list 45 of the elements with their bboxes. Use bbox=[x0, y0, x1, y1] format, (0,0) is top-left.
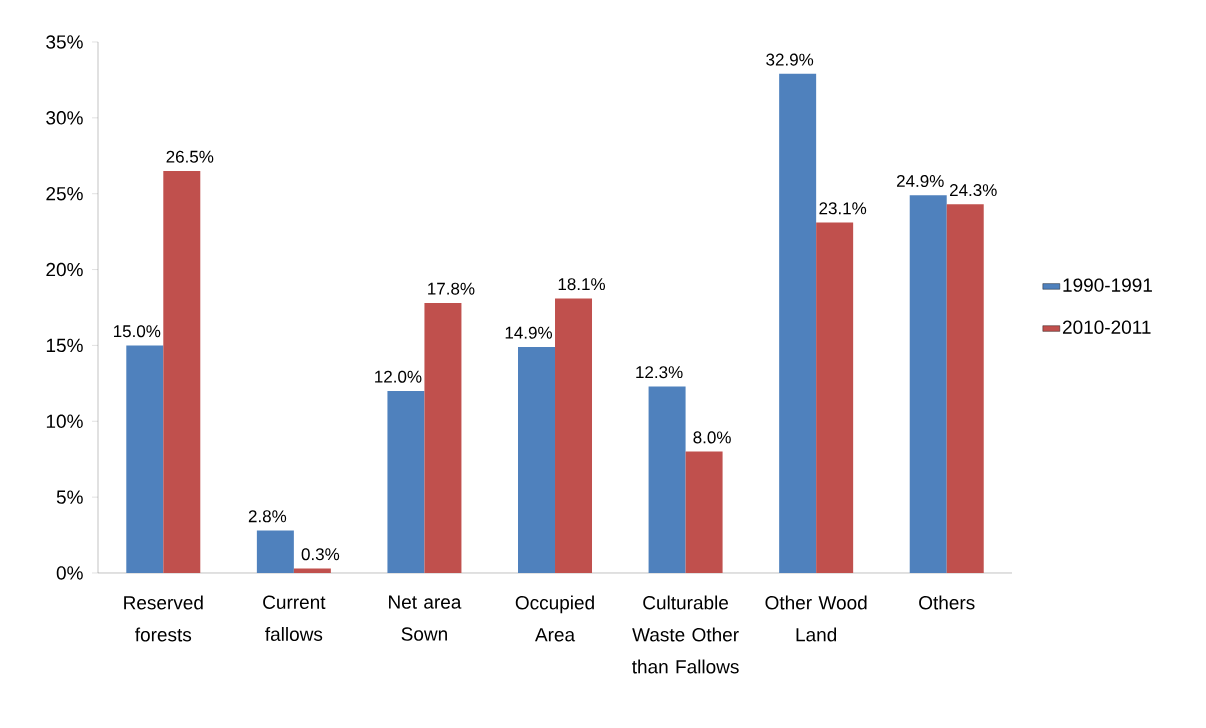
data-label: 8.0% bbox=[693, 431, 731, 444]
y-tick-label: 35% bbox=[46, 35, 83, 49]
bar bbox=[946, 204, 984, 573]
x-tick-label: Net area Sown bbox=[389, 595, 462, 641]
data-label: 0.3% bbox=[301, 548, 340, 561]
data-label: 12.0% bbox=[375, 370, 422, 383]
bar bbox=[779, 73, 817, 573]
bar bbox=[648, 386, 686, 573]
bar bbox=[424, 302, 462, 573]
data-label: 2.8% bbox=[248, 510, 287, 523]
bar bbox=[685, 451, 723, 573]
data-label: 26.5% bbox=[166, 150, 214, 163]
data-label: 24.3% bbox=[949, 184, 997, 197]
x-tick-label: Reserved forests bbox=[124, 595, 203, 642]
data-label: 24.9% bbox=[896, 174, 944, 188]
x-tick-label: Other Wood Land bbox=[765, 595, 867, 642]
x-tick-label: Current fallows bbox=[263, 595, 326, 641]
data-label: 18.1% bbox=[558, 278, 606, 291]
bar bbox=[256, 530, 294, 573]
data-label: 14.9% bbox=[505, 326, 553, 339]
bar bbox=[816, 222, 854, 573]
y-tick-label: 10% bbox=[46, 414, 83, 428]
data-label: 12.3% bbox=[636, 366, 683, 379]
x-tick-label: Culturable Waste Other than Fallows bbox=[632, 595, 739, 674]
y-tick-label: 25% bbox=[46, 186, 83, 201]
data-label: 32.9% bbox=[766, 53, 814, 66]
legend-label: 1990-1991 bbox=[1063, 278, 1152, 292]
bar bbox=[163, 170, 201, 573]
legend-label: 2010-2011 bbox=[1062, 320, 1151, 334]
data-label: 23.1% bbox=[819, 202, 867, 215]
bar bbox=[518, 346, 556, 573]
x-tick-label: Occupied Area bbox=[515, 595, 594, 642]
bar bbox=[126, 345, 164, 573]
x-tick-label: Others bbox=[919, 595, 975, 610]
bar bbox=[555, 298, 593, 573]
y-tick-label: 5% bbox=[56, 490, 83, 504]
bar bbox=[293, 568, 331, 573]
y-tick-label: 20% bbox=[46, 262, 83, 277]
y-tick-label: 30% bbox=[46, 111, 83, 125]
y-tick-label: 15% bbox=[46, 338, 83, 353]
y-tick-label: 0% bbox=[56, 566, 83, 580]
bar bbox=[909, 195, 947, 573]
bar bbox=[387, 390, 425, 573]
data-label: 17.8% bbox=[428, 282, 475, 295]
data-label: 15.0% bbox=[113, 325, 161, 338]
